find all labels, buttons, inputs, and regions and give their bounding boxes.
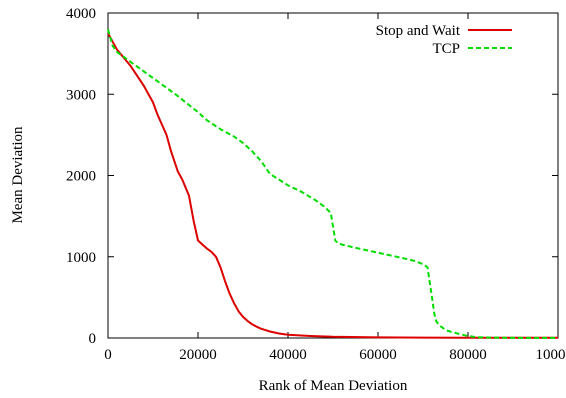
- plot-frame: [107, 12, 559, 339]
- axis-tick-labels: 0 20000 40000 60000 80000 100000 0 1000 2000 3000…: [66, 6, 566, 363]
- x-tick-label: 100000: [536, 347, 566, 363]
- legend-label-tcp: TCP: [432, 41, 460, 57]
- x-tick-label: 20000: [179, 347, 217, 363]
- y-tick-label: 2000: [66, 169, 96, 185]
- x-tick-label: 60000: [359, 347, 397, 363]
- y-axis-label: Mean Deviation: [10, 126, 26, 224]
- x-tick-label: 80000: [449, 347, 487, 363]
- y-tick-label: 3000: [66, 87, 96, 103]
- axis-ticks: [107, 12, 559, 339]
- series-line-tcp: [107, 29, 559, 339]
- legend-label-stop-and-wait: Stop and Wait: [376, 23, 461, 39]
- x-tick-label: 0: [104, 347, 112, 363]
- x-axis-label: Rank of Mean Deviation: [259, 378, 408, 394]
- y-tick-label: 0: [89, 331, 97, 347]
- y-tick-label: 4000: [66, 6, 96, 22]
- y-tick-label: 1000: [66, 250, 96, 266]
- x-tick-label: 40000: [269, 347, 307, 363]
- series-line-stop-and-wait: [107, 32, 558, 339]
- legend: Stop and Wait TCP: [376, 23, 512, 57]
- series-lines: [107, 29, 559, 339]
